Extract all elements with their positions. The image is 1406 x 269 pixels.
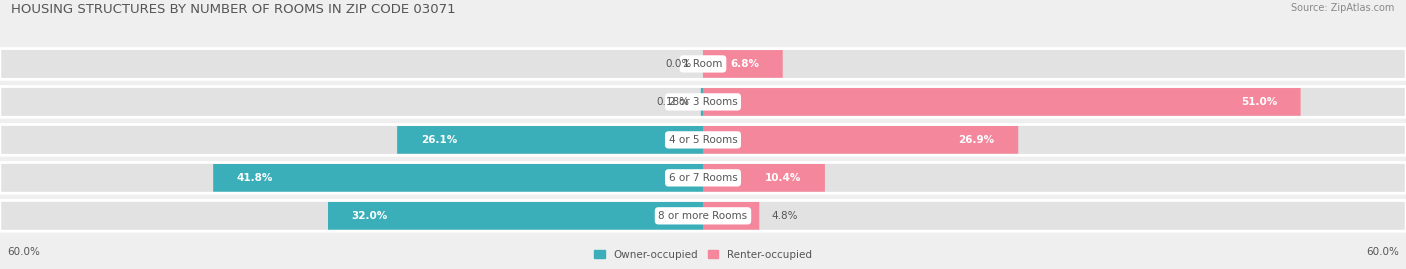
Text: 6.8%: 6.8% bbox=[730, 59, 759, 69]
Text: 8 or more Rooms: 8 or more Rooms bbox=[658, 211, 748, 221]
Text: 60.0%: 60.0% bbox=[7, 247, 39, 257]
FancyBboxPatch shape bbox=[703, 88, 1301, 116]
Text: 4 or 5 Rooms: 4 or 5 Rooms bbox=[669, 135, 737, 145]
Text: 1 Room: 1 Room bbox=[683, 59, 723, 69]
FancyBboxPatch shape bbox=[700, 88, 703, 116]
FancyBboxPatch shape bbox=[703, 126, 1018, 154]
FancyBboxPatch shape bbox=[0, 162, 1406, 193]
FancyBboxPatch shape bbox=[0, 200, 1406, 231]
Text: HOUSING STRUCTURES BY NUMBER OF ROOMS IN ZIP CODE 03071: HOUSING STRUCTURES BY NUMBER OF ROOMS IN… bbox=[11, 3, 456, 16]
FancyBboxPatch shape bbox=[214, 164, 703, 192]
Text: 26.9%: 26.9% bbox=[959, 135, 995, 145]
FancyBboxPatch shape bbox=[0, 125, 1406, 155]
Text: 41.8%: 41.8% bbox=[236, 173, 273, 183]
Text: 2 or 3 Rooms: 2 or 3 Rooms bbox=[669, 97, 737, 107]
Text: 60.0%: 60.0% bbox=[1367, 247, 1399, 257]
FancyBboxPatch shape bbox=[328, 202, 703, 230]
FancyBboxPatch shape bbox=[396, 126, 703, 154]
Legend: Owner-occupied, Renter-occupied: Owner-occupied, Renter-occupied bbox=[591, 245, 815, 264]
Text: 0.18%: 0.18% bbox=[657, 97, 689, 107]
Text: 4.8%: 4.8% bbox=[770, 211, 797, 221]
Text: 51.0%: 51.0% bbox=[1241, 97, 1277, 107]
FancyBboxPatch shape bbox=[0, 87, 1406, 117]
Text: 10.4%: 10.4% bbox=[765, 173, 801, 183]
FancyBboxPatch shape bbox=[0, 48, 1406, 79]
FancyBboxPatch shape bbox=[703, 202, 759, 230]
FancyBboxPatch shape bbox=[703, 164, 825, 192]
Text: 26.1%: 26.1% bbox=[420, 135, 457, 145]
Text: 32.0%: 32.0% bbox=[352, 211, 388, 221]
FancyBboxPatch shape bbox=[703, 50, 783, 78]
Text: 0.0%: 0.0% bbox=[665, 59, 692, 69]
Text: Source: ZipAtlas.com: Source: ZipAtlas.com bbox=[1291, 3, 1395, 13]
Text: 6 or 7 Rooms: 6 or 7 Rooms bbox=[669, 173, 737, 183]
